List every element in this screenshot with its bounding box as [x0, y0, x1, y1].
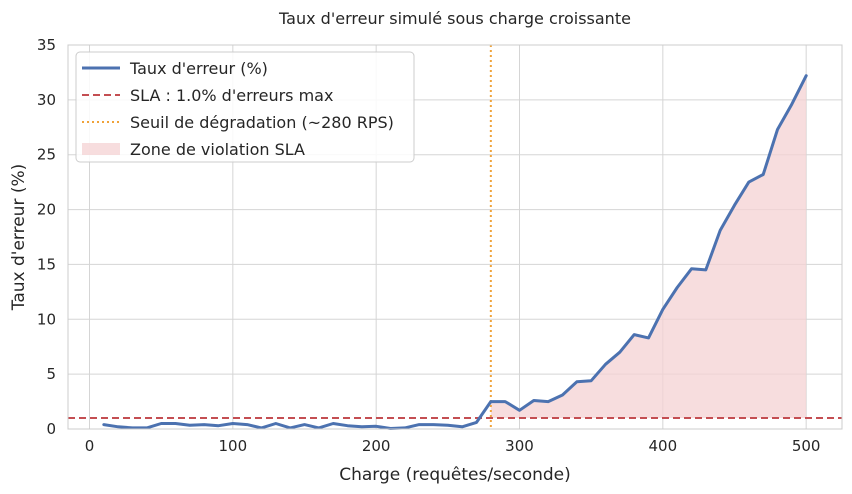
- y-tick-label: 10: [37, 310, 56, 328]
- x-tick-label: 400: [649, 437, 678, 455]
- y-tick-label: 15: [37, 255, 56, 273]
- error-rate-series-line: [102, 74, 808, 430]
- y-tick-label: 30: [37, 91, 56, 109]
- legend-label-violation-zone: Zone de violation SLA: [130, 140, 305, 159]
- chart-title: Taux d'erreur simulé sous charge croissa…: [278, 9, 631, 28]
- y-tick-label: 20: [37, 201, 56, 219]
- x-tick-label: 300: [505, 437, 534, 455]
- legend-swatch-violation-zone: [82, 143, 120, 155]
- legend-label-series: Taux d'erreur (%): [129, 59, 268, 78]
- plot-frame: [67, 44, 843, 430]
- y-tick-label: 0: [46, 420, 56, 438]
- y-tick-label: 5: [46, 365, 56, 383]
- y-tick-label: 25: [37, 146, 56, 164]
- y-axis-ticks: 0 5 10 15 20 25 30 35: [37, 36, 56, 438]
- x-tick-label: 200: [362, 437, 391, 455]
- y-tick-label: 35: [37, 36, 56, 54]
- legend-label-threshold: Seuil de dégradation (~280 RPS): [130, 113, 394, 132]
- legend: Taux d'erreur (%) SLA : 1.0% d'erreurs m…: [75, 51, 415, 163]
- x-tick-label: 500: [792, 437, 821, 455]
- x-tick-label: 0: [85, 437, 95, 455]
- x-axis-ticks: 0 100 200 300 400 500: [85, 437, 821, 455]
- y-axis-label: Taux d'erreur (%): [9, 164, 29, 312]
- sla-violation-zone: [490, 75, 807, 419]
- legend-label-sla: SLA : 1.0% d'erreurs max: [130, 86, 333, 105]
- legend-box: [75, 51, 415, 163]
- x-tick-label: 100: [219, 437, 248, 455]
- x-axis-label: Charge (requêtes/seconde): [339, 465, 571, 485]
